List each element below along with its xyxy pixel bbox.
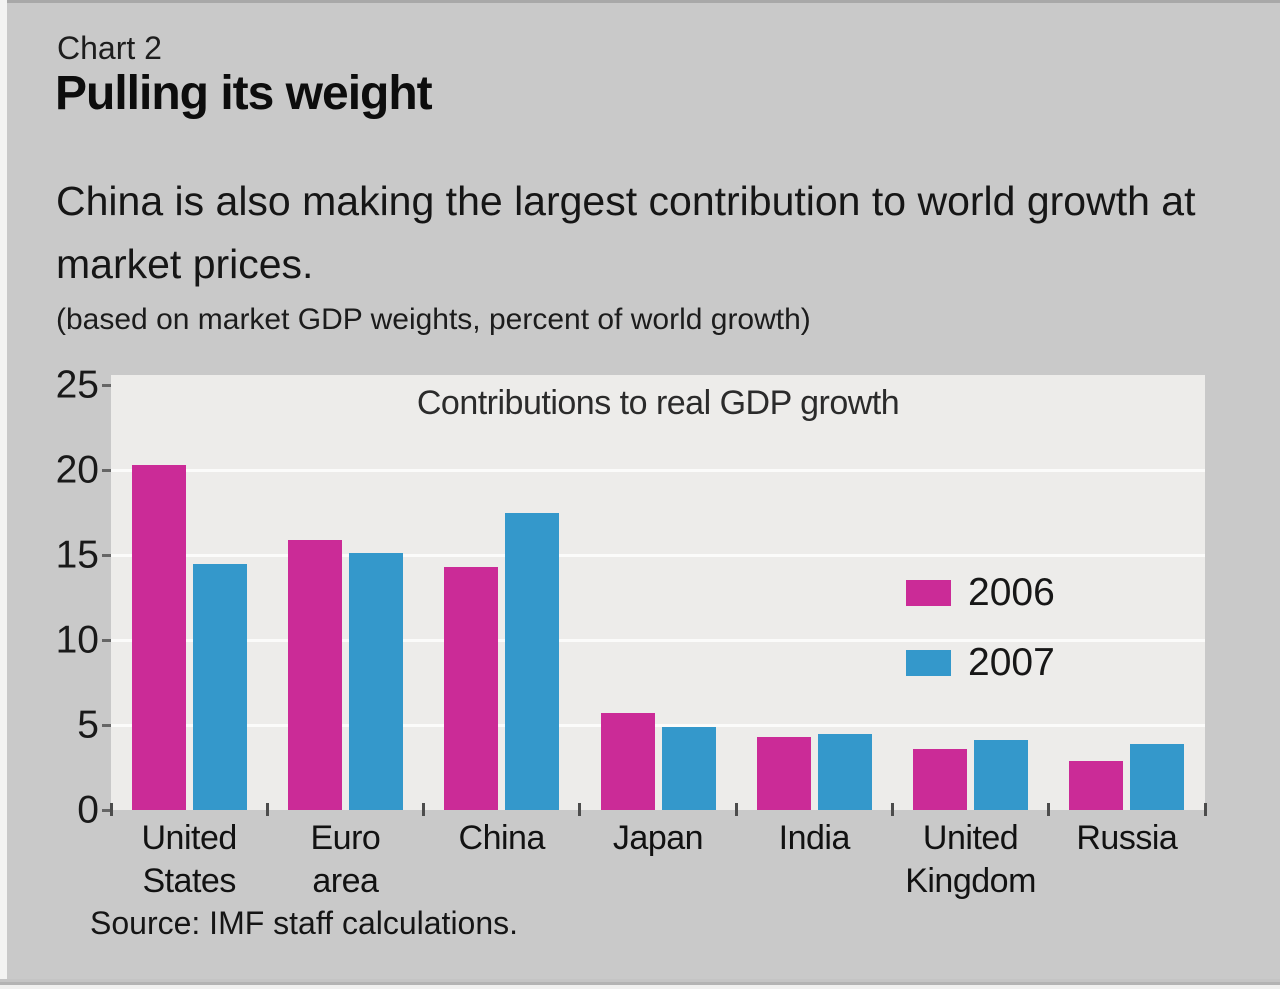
gridline-20 bbox=[111, 468, 1205, 472]
legend-label-2007: 2007 bbox=[968, 641, 1055, 684]
bar-2006-euro-area bbox=[288, 539, 342, 810]
legend-swatch-2007 bbox=[906, 650, 951, 676]
x-tick-6 bbox=[1047, 803, 1051, 816]
y-tick-15 bbox=[102, 553, 111, 557]
x-tick-1 bbox=[265, 803, 269, 816]
gridline-10 bbox=[111, 638, 1205, 642]
bar-2007-japan bbox=[662, 726, 716, 810]
x-tick-3 bbox=[578, 803, 582, 816]
y-tick-5 bbox=[102, 723, 111, 727]
bar-2006-china bbox=[444, 567, 498, 810]
legend: 2006 2007 bbox=[906, 571, 1055, 711]
chart-subtitle: China is also making the largest contrib… bbox=[56, 178, 1196, 288]
gridline-15 bbox=[111, 553, 1205, 557]
y-tick-20 bbox=[102, 468, 111, 472]
x-axis-label-japan: Japan bbox=[612, 819, 704, 857]
page-edge-bottom bbox=[0, 979, 1280, 989]
bar-2007-china bbox=[505, 512, 559, 810]
page-edge-top bbox=[0, 0, 1280, 3]
bar-2006-united-kingdom bbox=[913, 748, 967, 810]
legend-swatch-2006 bbox=[906, 580, 951, 606]
bar-2006-united-states bbox=[132, 465, 186, 810]
x-axis-label-india: India bbox=[778, 819, 851, 857]
y-tick-10 bbox=[102, 638, 111, 642]
gridline-5 bbox=[111, 723, 1205, 727]
source-note: Source: IMF staff calculations. bbox=[90, 905, 519, 941]
bar-2007-euro-area bbox=[349, 553, 403, 810]
x-axis-label-united-kingdom: United Kingdom bbox=[905, 819, 1036, 901]
x-axis-label-russia: Russia bbox=[1076, 819, 1178, 857]
x-tick-5 bbox=[890, 803, 894, 816]
axis-units-note: (based on market GDP weights, percent of… bbox=[56, 303, 811, 336]
y-axis-label-10: 10 bbox=[55, 618, 99, 662]
legend-label-2006: 2006 bbox=[968, 571, 1055, 614]
y-axis-label-25: 25 bbox=[55, 363, 99, 407]
y-axis-label-0: 0 bbox=[77, 788, 99, 832]
x-axis-label-euro-area: Euro area bbox=[310, 819, 381, 901]
x-tick-0 bbox=[109, 803, 113, 816]
legend-row-2007: 2007 bbox=[906, 641, 1055, 685]
x-tick-7 bbox=[1203, 803, 1207, 816]
bar-2007-russia bbox=[1130, 743, 1184, 810]
chart-number-label: Chart 2 bbox=[57, 30, 162, 66]
x-tick-4 bbox=[734, 803, 738, 816]
x-axis-label-china: China bbox=[458, 819, 546, 857]
plot-area: Contributions to real GDP growth 2006 200… bbox=[56, 366, 1207, 900]
bar-2006-india bbox=[757, 736, 811, 810]
y-axis-label-20: 20 bbox=[55, 448, 99, 492]
y-axis-label-5: 5 bbox=[77, 703, 99, 747]
y-tick-25 bbox=[102, 383, 111, 387]
bar-2007-united-states bbox=[193, 563, 247, 810]
bar-2007-india bbox=[818, 733, 872, 810]
y-tick-0 bbox=[102, 808, 111, 812]
page-title: Pulling its weight bbox=[55, 67, 433, 120]
bar-2007-united-kingdom bbox=[974, 740, 1028, 810]
bar-2006-japan bbox=[601, 713, 655, 810]
plot-title: Contributions to real GDP growth bbox=[416, 384, 900, 422]
x-axis-label-united-states: United States bbox=[141, 819, 238, 901]
page-edge-left bbox=[0, 0, 7, 989]
x-tick-2 bbox=[422, 803, 426, 816]
legend-row-2006: 2006 bbox=[906, 571, 1055, 615]
y-axis-label-15: 15 bbox=[55, 533, 99, 577]
bar-2006-russia bbox=[1069, 760, 1123, 810]
